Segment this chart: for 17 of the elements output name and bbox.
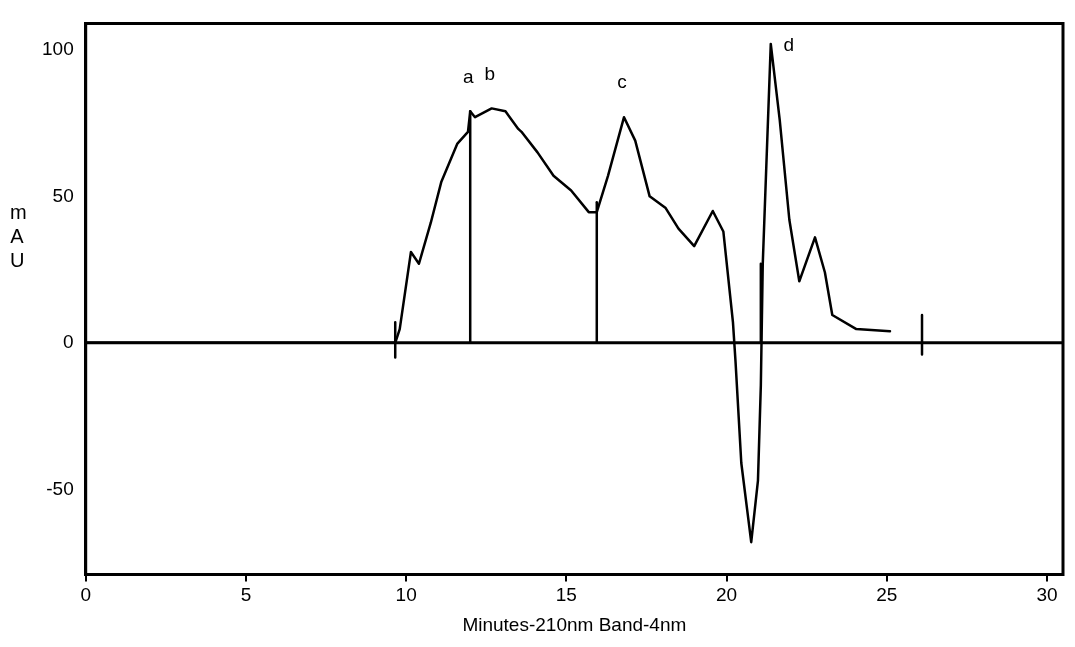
x-axis-title: Minutes-210nm Band-4nm (462, 613, 687, 635)
x-tick-label: 20 (715, 584, 738, 606)
x-tick-label: 10 (395, 584, 417, 606)
annotation: c (617, 71, 627, 93)
annotation: d (783, 34, 795, 56)
x-tick-label: 30 (1036, 584, 1058, 606)
x-tick-label: 0 (80, 584, 91, 606)
y-tick-label: 100 (42, 38, 74, 60)
x-tick-label: 15 (555, 584, 577, 606)
x-tick-label: 25 (876, 584, 898, 606)
annotation: b (484, 62, 495, 84)
y-axis-title: mAU (10, 200, 27, 272)
y-tick-label: 0 (63, 331, 74, 353)
x-tick-label: 5 (240, 584, 252, 606)
y-tick-label: 50 (52, 184, 74, 206)
annotation: a (462, 65, 474, 87)
y-tick-label: -50 (46, 477, 74, 499)
